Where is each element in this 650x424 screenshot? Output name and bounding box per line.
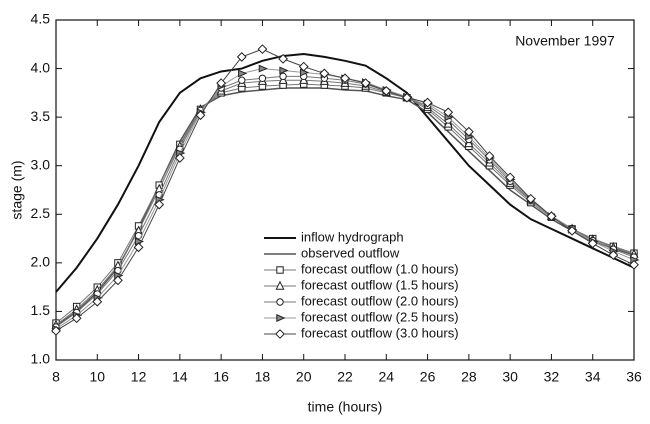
marker [505,172,516,183]
legend-label: forecast outflow (1.5 hours) [301,277,459,292]
x-tick-label: 30 [502,369,518,385]
marker [278,53,288,64]
marker [279,72,287,81]
legend: forecast outflow (1.0 hours) [264,261,459,276]
marker [463,126,474,137]
x-tick-label: 24 [378,369,394,385]
marker [279,66,289,75]
legend-label: forecast outflow (2.0 hours) [301,293,459,308]
x-tick-label: 34 [585,369,601,385]
marker [238,69,248,78]
marker [71,313,82,324]
legend-label: forecast outflow (2.5 hours) [301,309,459,324]
y-tick-label: 4.0 [31,59,51,75]
y-axis-label: stage (m) [9,160,25,219]
x-tick-label: 18 [255,369,271,385]
marker [113,275,123,286]
x-tick-label: 28 [461,369,477,385]
marker [216,78,227,89]
marker [276,298,284,306]
x-tick-label: 32 [544,369,560,385]
legend: forecast outflow (3.0 hours) [264,325,459,340]
y-tick-label: 1.0 [31,351,51,367]
marker [381,86,392,96]
x-tick-label: 20 [296,369,312,385]
marker [174,153,185,163]
marker [587,238,598,249]
marker [276,266,284,274]
marker [340,73,350,84]
marker [608,250,619,260]
marker [258,64,268,73]
marker [629,259,639,270]
y-tick-label: 4.5 [31,11,51,27]
marker [319,68,330,79]
y-tick-label: 2.0 [31,254,51,270]
legend-label: observed outflow [301,245,400,260]
y-tick-label: 1.5 [31,302,51,318]
marker [257,44,268,55]
marker [360,78,371,89]
marker [236,52,247,62]
marker [546,211,557,222]
marker [422,97,433,108]
series-line [55,52,635,293]
x-tick-label: 12 [131,369,147,385]
x-tick-label: 22 [337,369,353,385]
marker [258,74,267,82]
legend: forecast outflow (1.5 hours) [264,277,459,292]
marker [275,329,285,339]
y-tick-label: 2.5 [31,205,51,221]
marker [276,314,286,322]
y-tick-label: 3.0 [31,156,51,172]
x-axis-label: time (hours) [308,399,383,415]
x-tick-label: 10 [89,369,105,385]
marker [567,225,577,236]
legend: inflow hydrograph [264,229,404,244]
marker [92,296,103,307]
x-tick-label: 14 [172,369,188,385]
x-tick-label: 8 [52,369,60,385]
marker [525,193,536,204]
x-tick-label: 36 [626,369,642,385]
marker [133,242,144,253]
marker [195,110,206,121]
x-tick-label: 26 [420,369,436,385]
legend-label: forecast outflow (1.0 hours) [301,261,459,276]
legend-label: inflow hydrograph [301,229,404,244]
marker [443,107,454,118]
legend: forecast outflow (2.5 hours) [264,309,459,324]
legend: observed outflow [264,245,400,260]
y-tick-label: 3.5 [31,108,51,124]
legend: forecast outflow (2.0 hours) [264,293,459,308]
legend-label: forecast outflow (3.0 hours) [301,325,459,340]
marker [154,199,165,210]
x-tick-label: 16 [213,369,229,385]
marker [402,92,412,103]
marker [51,325,61,336]
marker [298,61,309,72]
marker [238,76,246,84]
annotation: November 1997 [515,33,615,49]
marker [275,280,285,290]
marker [484,151,495,161]
